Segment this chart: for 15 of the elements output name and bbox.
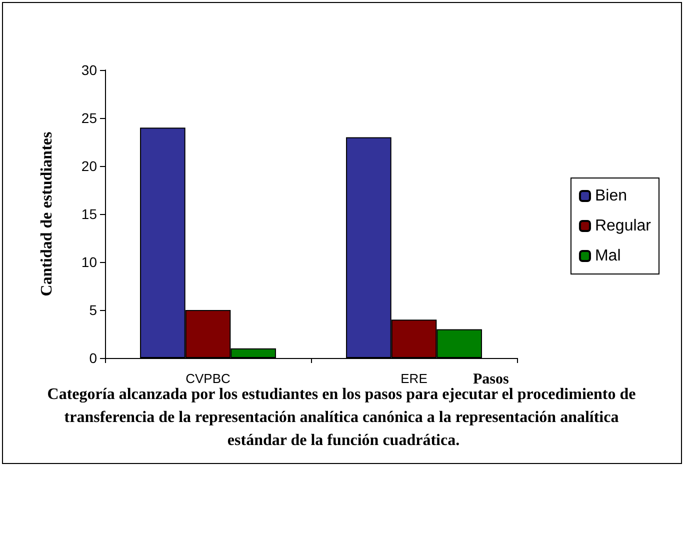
legend-label: Bien bbox=[594, 188, 627, 204]
x-tick-label: CVPBC bbox=[186, 371, 230, 386]
legend-label: Mal bbox=[594, 248, 621, 264]
y-tick-label: 5 bbox=[89, 302, 98, 318]
y-tick-label: 30 bbox=[81, 62, 98, 78]
text: Categoría alcanzada por los estudiantes en los pasos para ejecutar el procedimiento de transferencia de la representación analítica canónica a la representación analítica estándar de la función cuadrática. bbox=[47, 386, 640, 449]
x-axis-title: Pasos bbox=[473, 372, 509, 388]
y-tick-label: 0 bbox=[89, 350, 98, 366]
y-tick-label: 15 bbox=[81, 206, 98, 222]
x-tick-label: ERE bbox=[400, 371, 428, 386]
y-tick-label: 20 bbox=[81, 158, 98, 174]
y-tick-label: 10 bbox=[81, 254, 98, 270]
y-tick-label: 25 bbox=[81, 110, 98, 126]
y-axis-title: Cantidad de estudiantes bbox=[38, 132, 56, 296]
legend-label: Regular bbox=[594, 218, 652, 234]
